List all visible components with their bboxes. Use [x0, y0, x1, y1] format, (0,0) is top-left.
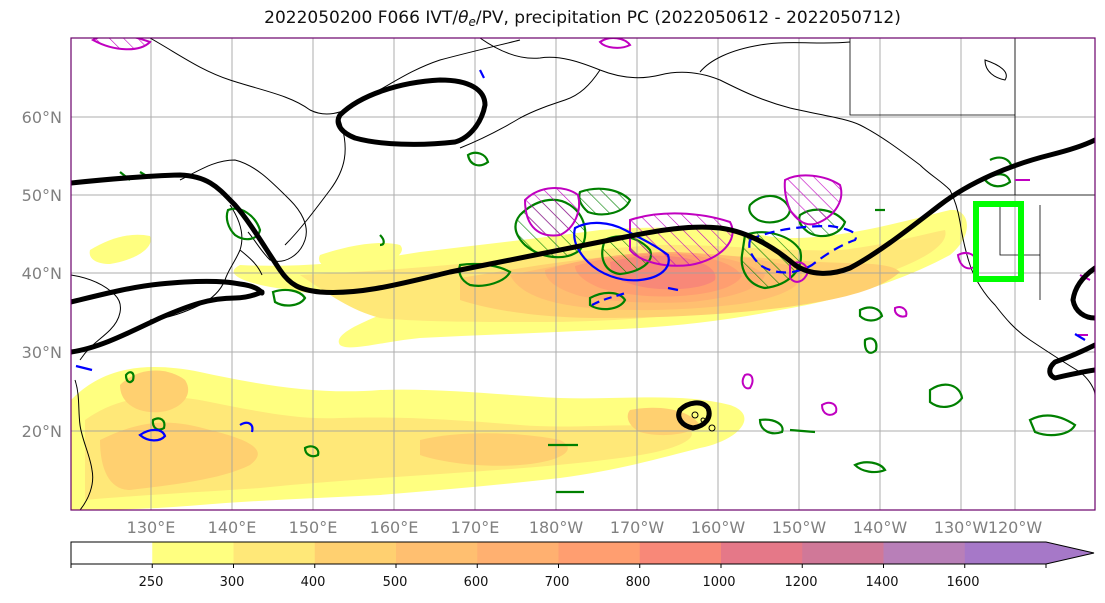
lon-label-160e: 160°E — [370, 518, 419, 537]
colorbar-segment — [639, 542, 722, 564]
colorbar-extension — [1046, 542, 1094, 564]
colorbar-label-1000: 1000 — [702, 575, 735, 590]
lat-label-60: 60°N — [22, 108, 62, 127]
ivt-shading — [71, 209, 967, 510]
lat-label-50: 50°N — [22, 186, 62, 205]
title-prefix: 2022050200 F066 IVT/ — [264, 8, 459, 28]
colorbar-label-600: 600 — [464, 575, 489, 590]
colorbar-segment — [71, 542, 153, 564]
colorbar-label-1600: 1600 — [946, 575, 979, 590]
colorbar-segment — [233, 542, 316, 564]
colorbar-label-400: 400 — [301, 575, 326, 590]
colorbar-segment — [396, 542, 478, 564]
colorbar-label-1400: 1400 — [865, 575, 898, 590]
lon-label-130e: 130°E — [127, 518, 176, 537]
colorbar-label-700: 700 — [545, 575, 570, 590]
target-region-box — [973, 201, 1024, 282]
colorbar-label-500: 500 — [383, 575, 408, 590]
colorbar-segment — [477, 542, 559, 564]
lon-label-150e: 150°E — [289, 518, 338, 537]
lon-label-150w: 150°W — [772, 518, 827, 537]
colorbar-segment — [558, 542, 641, 564]
colorbar-segment — [964, 542, 1047, 564]
title-theta-subscript: e — [468, 15, 476, 29]
colorbar-segment — [802, 542, 884, 564]
map-frame — [70, 37, 1096, 511]
colorbar-ticks — [70, 564, 1047, 568]
graticule — [71, 38, 1095, 510]
colorbar-segment — [314, 542, 397, 564]
precipitation-negative-contours — [75, 69, 1086, 442]
lon-label-140w: 140°W — [853, 518, 908, 537]
title-theta: θ — [458, 8, 469, 28]
colorbar-label-800: 800 — [626, 575, 651, 590]
lon-label-160w: 160°W — [691, 518, 746, 537]
colorbar-tick-labels: 250 300 400 500 600 700 800 1000 1200 14… — [139, 575, 980, 590]
colorbar: 250 300 400 500 600 700 800 1000 1200 14… — [70, 541, 1095, 590]
colorbar-segment — [152, 542, 234, 564]
map-plot-area — [71, 38, 1095, 510]
title-suffix: /PV, precipitation PC (2022050612 - 2022… — [475, 8, 901, 28]
lon-label-170e: 170°E — [451, 518, 500, 537]
coastlines — [71, 38, 1095, 510]
lon-label-180w: 180°W — [529, 518, 584, 537]
lat-label-30: 30°N — [22, 343, 62, 362]
lon-label-170w: 170°W — [610, 518, 665, 537]
colorbar-label-1200: 1200 — [784, 575, 817, 590]
lon-label-130w: 130°W — [934, 518, 989, 537]
colorbar-segment — [721, 542, 803, 564]
longitude-labels: 130°E 140°E 150°E 160°E 170°E 180°W 170°… — [127, 518, 1043, 537]
lat-label-40: 40°N — [22, 264, 62, 283]
map-title: 2022050200 F066 IVT/θe/PV, precipitation… — [0, 8, 1105, 29]
lon-label-140e: 140°E — [208, 518, 257, 537]
colorbar-segment — [883, 542, 966, 564]
latitude-labels: 60°N 50°N 40°N 30°N 20°N — [22, 108, 62, 441]
colorbar-label-250: 250 — [139, 575, 164, 590]
colorbar-label-300: 300 — [220, 575, 245, 590]
lat-label-20: 20°N — [22, 422, 62, 441]
lon-label-120w: 120°W — [988, 518, 1043, 537]
colorbar-segments — [71, 542, 1094, 564]
colorbar-outline — [70, 541, 1095, 565]
theta-e-contours — [71, 77, 1095, 431]
